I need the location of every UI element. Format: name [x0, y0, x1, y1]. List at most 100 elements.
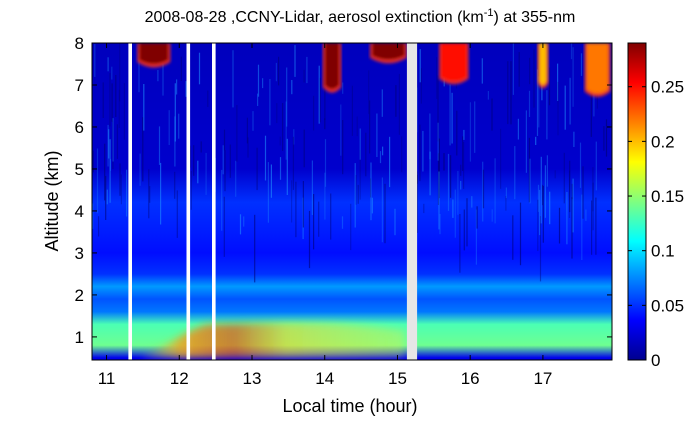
noise-streak — [111, 83, 113, 122]
noise-streak — [198, 52, 201, 85]
chart-title: 2008-08-28 ,CCNY-Lidar, aerosol extincti… — [145, 7, 576, 26]
noise-streak — [528, 90, 531, 117]
noise-streak — [295, 181, 297, 238]
noise-streak — [236, 105, 238, 162]
noise-streak — [554, 170, 556, 179]
noise-streak — [254, 214, 256, 283]
noise-streak — [279, 157, 282, 180]
noise-streak — [500, 128, 502, 189]
y-tick-label: 6 — [75, 118, 84, 137]
noise-streak — [438, 138, 440, 199]
x-tick-label: 11 — [98, 369, 116, 388]
noise-streak — [535, 136, 537, 145]
data-gap — [212, 43, 216, 360]
noise-streak — [109, 139, 111, 203]
noise-streak — [365, 132, 367, 177]
noise-streak — [568, 170, 571, 218]
noise-streak — [252, 111, 254, 131]
noise-streak — [592, 182, 594, 231]
noise-streak — [262, 78, 264, 89]
noise-streak — [178, 113, 180, 139]
y-tick-label: 1 — [75, 328, 84, 347]
noise-streak — [582, 166, 584, 219]
noise-streak — [282, 103, 284, 151]
noise-streak — [224, 150, 226, 192]
noise-streak — [539, 216, 542, 282]
x-tick-label: 16 — [461, 369, 480, 388]
noise-streak — [342, 120, 344, 175]
noise-streak — [112, 118, 114, 162]
noise-streak — [223, 129, 226, 151]
noise-streak — [603, 126, 605, 151]
boundary-layer-shape — [142, 322, 405, 358]
noise-streak — [401, 136, 403, 173]
noise-streak — [529, 57, 531, 85]
noise-streak — [112, 120, 114, 170]
cloud-feature — [537, 43, 549, 89]
noise-streak — [180, 56, 182, 81]
colorbar-ticks: 0 0.05 0.1 0.15 0.2 0.25 — [628, 78, 684, 370]
noise-streak — [382, 146, 384, 156]
data-gaps-layer — [128, 43, 418, 360]
noise-streak — [529, 158, 531, 204]
noise-streak — [572, 178, 574, 233]
noise-streak — [275, 62, 277, 82]
noise-streak — [419, 49, 421, 83]
noise-streak — [447, 153, 450, 211]
profile-fill — [92, 43, 612, 360]
noise-streak — [429, 151, 431, 196]
noise-streak — [109, 73, 111, 127]
noise-streak — [462, 136, 464, 171]
data-gap — [406, 43, 418, 360]
noise-streak — [369, 100, 371, 154]
colorbar-tick-label: 0.15 — [651, 187, 684, 206]
noise-streak — [570, 43, 573, 60]
noise-streak — [313, 194, 315, 250]
y-tick-label: 7 — [75, 76, 84, 95]
noise-streak — [590, 79, 592, 137]
noise-streak — [221, 169, 223, 231]
noise-streak — [371, 197, 373, 214]
x-tick-label: 12 — [170, 369, 189, 388]
noise-streak — [519, 202, 522, 266]
plot-frame — [91, 42, 613, 361]
y-tick-label: 8 — [75, 34, 84, 53]
noise-streak — [572, 47, 574, 107]
noise-streak — [303, 129, 305, 168]
noise-streak — [419, 124, 421, 182]
noise-streak — [311, 160, 313, 215]
noise-streak — [394, 208, 396, 236]
noise-streak — [571, 197, 573, 259]
noise-streak — [558, 207, 561, 244]
noise-streak — [592, 167, 594, 212]
colorbar-tick-label: 0.2 — [651, 132, 675, 151]
noise-streak — [389, 136, 391, 188]
noise-streak — [544, 165, 546, 218]
noise-streak — [482, 169, 485, 209]
noise-streak — [355, 175, 357, 205]
noise-streak — [494, 158, 496, 224]
noise-streak — [549, 191, 551, 225]
noise-streak — [482, 161, 484, 222]
noise-streak — [174, 171, 176, 199]
noise-streak — [420, 68, 422, 104]
noise-streak — [190, 171, 192, 210]
noise-streak — [457, 170, 459, 215]
altitude-profile-layer — [92, 43, 612, 360]
noise-streak — [537, 184, 540, 212]
y-tick-label: 2 — [75, 286, 84, 305]
x-tick-label: 14 — [315, 369, 334, 388]
noise-streak — [563, 152, 565, 204]
noise-streak — [585, 209, 587, 221]
noise-streak — [293, 129, 295, 145]
noise-streak — [267, 162, 269, 223]
cloud-feature — [322, 43, 342, 93]
y-tick-label: 4 — [75, 202, 84, 221]
noise-streak — [579, 142, 582, 188]
noise-streak — [569, 160, 571, 213]
noise-streak — [474, 101, 476, 153]
noise-streak — [292, 136, 294, 190]
data-gap — [128, 43, 132, 360]
noise-streak — [460, 164, 462, 176]
